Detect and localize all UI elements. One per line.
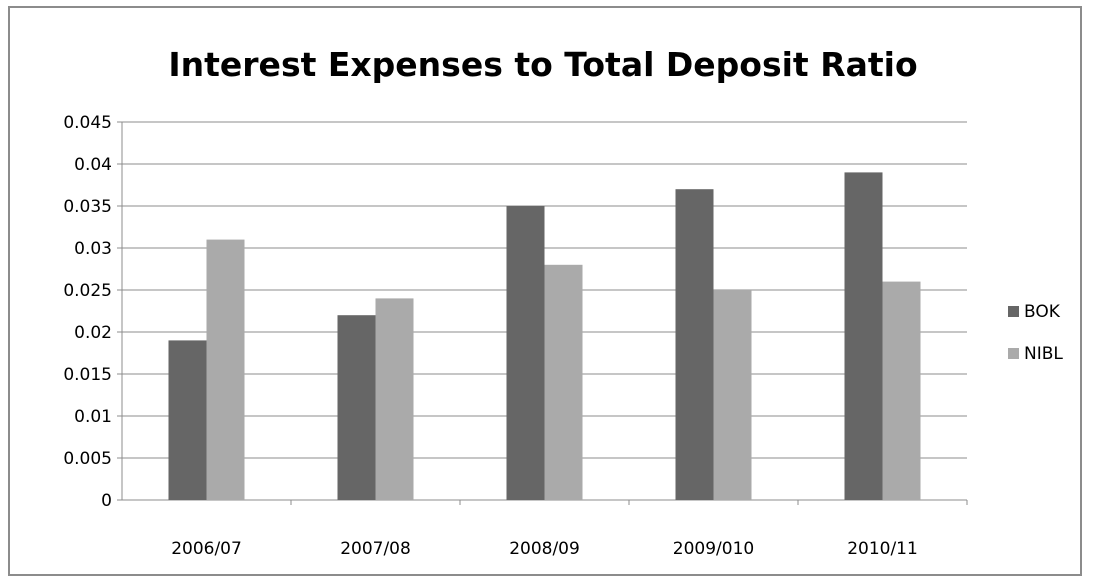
bar-nibl-2007-08 [375, 298, 414, 500]
y-tick-label: 0.035 [63, 197, 112, 217]
bar-bok-2010-11 [844, 172, 883, 500]
legend-swatch-bok [1008, 306, 1019, 317]
x-tick-label: 2008/09 [509, 539, 580, 559]
bar-bok-2009-010 [675, 189, 714, 500]
y-tick-label: 0.025 [63, 281, 112, 301]
x-tick-label: 2010/11 [847, 539, 918, 559]
bar-bok-2006-07 [168, 340, 207, 500]
legend: BOK NIBL [1008, 302, 1063, 364]
legend-swatch-nibl [1008, 348, 1019, 359]
y-tick-label: 0.01 [74, 407, 112, 427]
y-tick-label: 0.02 [74, 323, 112, 343]
y-tick-labels: 0 0.005 0.01 0.015 0.02 0.025 0.03 0.035 0.04 0.0… [63, 113, 112, 511]
x-tick-labels: 2006/07 2007/08 2008/09 2009/010 2010/11 [171, 539, 918, 559]
legend-label-bok: BOK [1024, 302, 1061, 322]
bar-nibl-2006-07 [206, 239, 245, 500]
bar-nibl-2009-010 [713, 290, 752, 500]
x-tick-label: 2006/07 [171, 539, 242, 559]
y-tick-label: 0.015 [63, 365, 112, 385]
bar-nibl-2010-11 [882, 281, 921, 500]
y-tick-label: 0.045 [63, 113, 112, 133]
bars [168, 172, 921, 500]
y-tick-label: 0.005 [63, 449, 112, 469]
bar-bok-2008-09 [506, 206, 545, 500]
bar-bok-2007-08 [337, 315, 376, 500]
x-tick-label: 2007/08 [340, 539, 411, 559]
y-tick-label: 0.03 [74, 239, 112, 259]
legend-label-nibl: NIBL [1024, 344, 1063, 364]
bar-nibl-2008-09 [544, 264, 583, 500]
chart-title: Interest Expenses to Total Deposit Ratio [168, 45, 917, 84]
x-tick-label: 2009/010 [673, 539, 754, 559]
y-tick-label: 0.04 [74, 155, 112, 175]
y-tick-label: 0 [101, 491, 112, 511]
